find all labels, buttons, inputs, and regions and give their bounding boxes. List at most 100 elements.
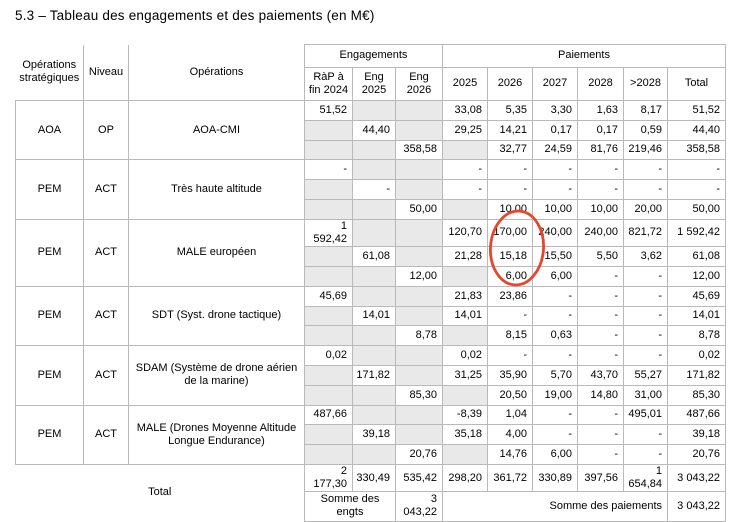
niveau-cell: ACT	[83, 218, 129, 287]
pay-value-cell: 821,72	[623, 218, 668, 248]
eng-value-cell: 358,58	[395, 139, 443, 161]
table-row: 171,82 31,25 35,90 5,70 43,70 55,27 171,82	[16, 364, 726, 386]
table-row: PEM ACT MALE (Drones Moyenne Altitude Long…	[15, 404, 726, 465]
eng-value-cell: 50,00	[395, 198, 443, 220]
eng-value-cell	[304, 364, 353, 386]
pay-value-cell: -	[532, 179, 578, 200]
pay-value-cell: -	[667, 179, 726, 200]
table-footer: Total 2 177,30 330,49 535,42 298,20 361,…	[15, 463, 726, 522]
pay-value-cell: 19,00	[532, 384, 578, 406]
pay-value-cell: 0,02	[667, 345, 726, 366]
eng-value-cell: 0,02	[304, 345, 353, 366]
pay-value-cell: 5,50	[577, 246, 624, 267]
pay-value-cell: 23,86	[487, 285, 533, 307]
eng-value-cell	[395, 345, 443, 366]
pay-value-cell: 15,50	[532, 246, 578, 267]
pay-value-cell: -	[623, 305, 668, 327]
pay-value-cell: 8,15	[487, 325, 533, 347]
pay-value-cell: 6,00	[532, 265, 578, 287]
pay-value-cell: -	[532, 424, 578, 446]
eng-value-cell	[304, 119, 353, 141]
pay-value-cell: 240,00	[577, 218, 624, 248]
pay-value-cell: 0,17	[577, 119, 624, 141]
pay-value-cell: -	[623, 179, 668, 200]
pay-value-cell: 5,70	[532, 364, 578, 386]
pay-value-cell: 15,18	[487, 246, 533, 267]
total-pay-cell: 298,20	[442, 463, 488, 493]
pay-value-cell: -	[532, 305, 578, 327]
engagements-paiements-table: Opérations stratégiques Niveau Opération…	[15, 44, 726, 522]
header-2027: 2027	[532, 67, 578, 101]
somme-paiements-value: 3 043,22	[667, 491, 726, 522]
pay-value-cell	[442, 265, 488, 287]
total-pay-cell: 3 043,22	[667, 463, 726, 493]
eng-value-cell: 85,30	[395, 384, 443, 406]
pay-value-cell: -	[577, 159, 624, 181]
pay-value-cell: -	[577, 424, 624, 446]
eng-value-cell	[395, 119, 443, 141]
pay-value-cell: -	[577, 345, 624, 366]
pay-value-cell: 495,01	[623, 404, 668, 426]
pay-value-cell: -	[532, 345, 578, 366]
ops-strategique-cell: PEM	[15, 345, 84, 406]
eng-value-cell: 45,69	[304, 285, 353, 307]
eng-value-cell	[304, 139, 353, 161]
pay-value-cell: 39,18	[667, 424, 726, 446]
eng-value-cell	[304, 424, 353, 446]
table-row: 50,00 10,00 10,00 10,00 20,00 50,00	[16, 198, 726, 220]
pay-value-cell: -	[577, 179, 624, 200]
eng-value-cell	[304, 198, 353, 220]
pay-value-cell: 12,00	[667, 265, 726, 287]
pay-value-cell: 3,30	[532, 100, 578, 121]
eng-value-cell	[395, 218, 443, 248]
pay-value-cell: -	[623, 424, 668, 446]
pay-value-cell: 171,82	[667, 364, 726, 386]
eng-value-cell: 1 592,42	[304, 218, 353, 248]
eng-value-cell: 44,40	[352, 119, 396, 141]
table-row: AOA OP AOA-CMI 51,52 33,08 5,35 3,30 1,63 8,17 51…	[15, 99, 726, 161]
eng-value-cell: 39,18	[352, 424, 396, 446]
pay-value-cell: 4,00	[487, 424, 533, 446]
niveau-cell: OP	[83, 99, 129, 161]
header-2028: 2028	[577, 67, 624, 101]
eng-value-cell	[352, 384, 396, 406]
header-total: Total	[667, 67, 726, 101]
operation-cell: AOA-CMI	[128, 99, 305, 161]
total-label: Total	[15, 463, 305, 522]
pay-value-cell: -	[442, 179, 488, 200]
eng-value-cell	[352, 345, 396, 366]
header-group-row: Opérations stratégiques Niveau Opération…	[15, 44, 726, 101]
operation-cell: SDT (Syst. drone tactique)	[128, 285, 305, 347]
pay-value-cell: 35,90	[487, 364, 533, 386]
header-apres-2028: >2028	[623, 67, 668, 101]
pay-value-cell: -	[487, 305, 533, 327]
header-group-engagements: Engagements	[304, 44, 443, 68]
pay-value-cell: 24,59	[532, 139, 578, 161]
pay-value-cell: 5,35	[487, 100, 533, 121]
total-row: Total 2 177,30 330,49 535,42 298,20 361,…	[15, 463, 726, 522]
pay-value-cell: 43,70	[577, 364, 624, 386]
table-row: 8,78 8,15 0,63- -8,78	[16, 325, 726, 347]
pay-value-cell: 14,80	[577, 384, 624, 406]
eng-value-cell	[352, 444, 396, 465]
pay-value-cell: 0,02	[442, 345, 488, 366]
ops-strategique-cell: PEM	[15, 218, 84, 287]
pay-value-cell: 170,00	[487, 218, 533, 248]
eng-value-cell	[395, 285, 443, 307]
header-columns-row: RàP à fin 2024 Eng 2025 Eng 2026 2025 20…	[16, 67, 726, 101]
eng-value-cell	[304, 246, 353, 267]
table-row: 39,18 35,18 4,00- - -39,18	[16, 424, 726, 446]
niveau-cell: ACT	[83, 159, 129, 220]
total-eng-cell: 330,49	[352, 463, 396, 493]
ops-strategique-cell: AOA	[15, 99, 84, 161]
pay-value-cell: 358,58	[667, 139, 726, 161]
pay-value-cell: 219,46	[623, 139, 668, 161]
pay-value-cell: 31,00	[623, 384, 668, 406]
eng-value-cell: 487,66	[304, 404, 353, 426]
operation-cell: MALE (Drones Moyenne Altitude Longue End…	[128, 404, 305, 465]
pay-value-cell: 14,21	[487, 119, 533, 141]
somme-engts-value: 3 043,22	[395, 491, 443, 522]
pay-value-cell: 10,00	[487, 198, 533, 220]
pay-value-cell: 10,00	[577, 198, 624, 220]
eng-value-cell: -	[352, 179, 396, 200]
